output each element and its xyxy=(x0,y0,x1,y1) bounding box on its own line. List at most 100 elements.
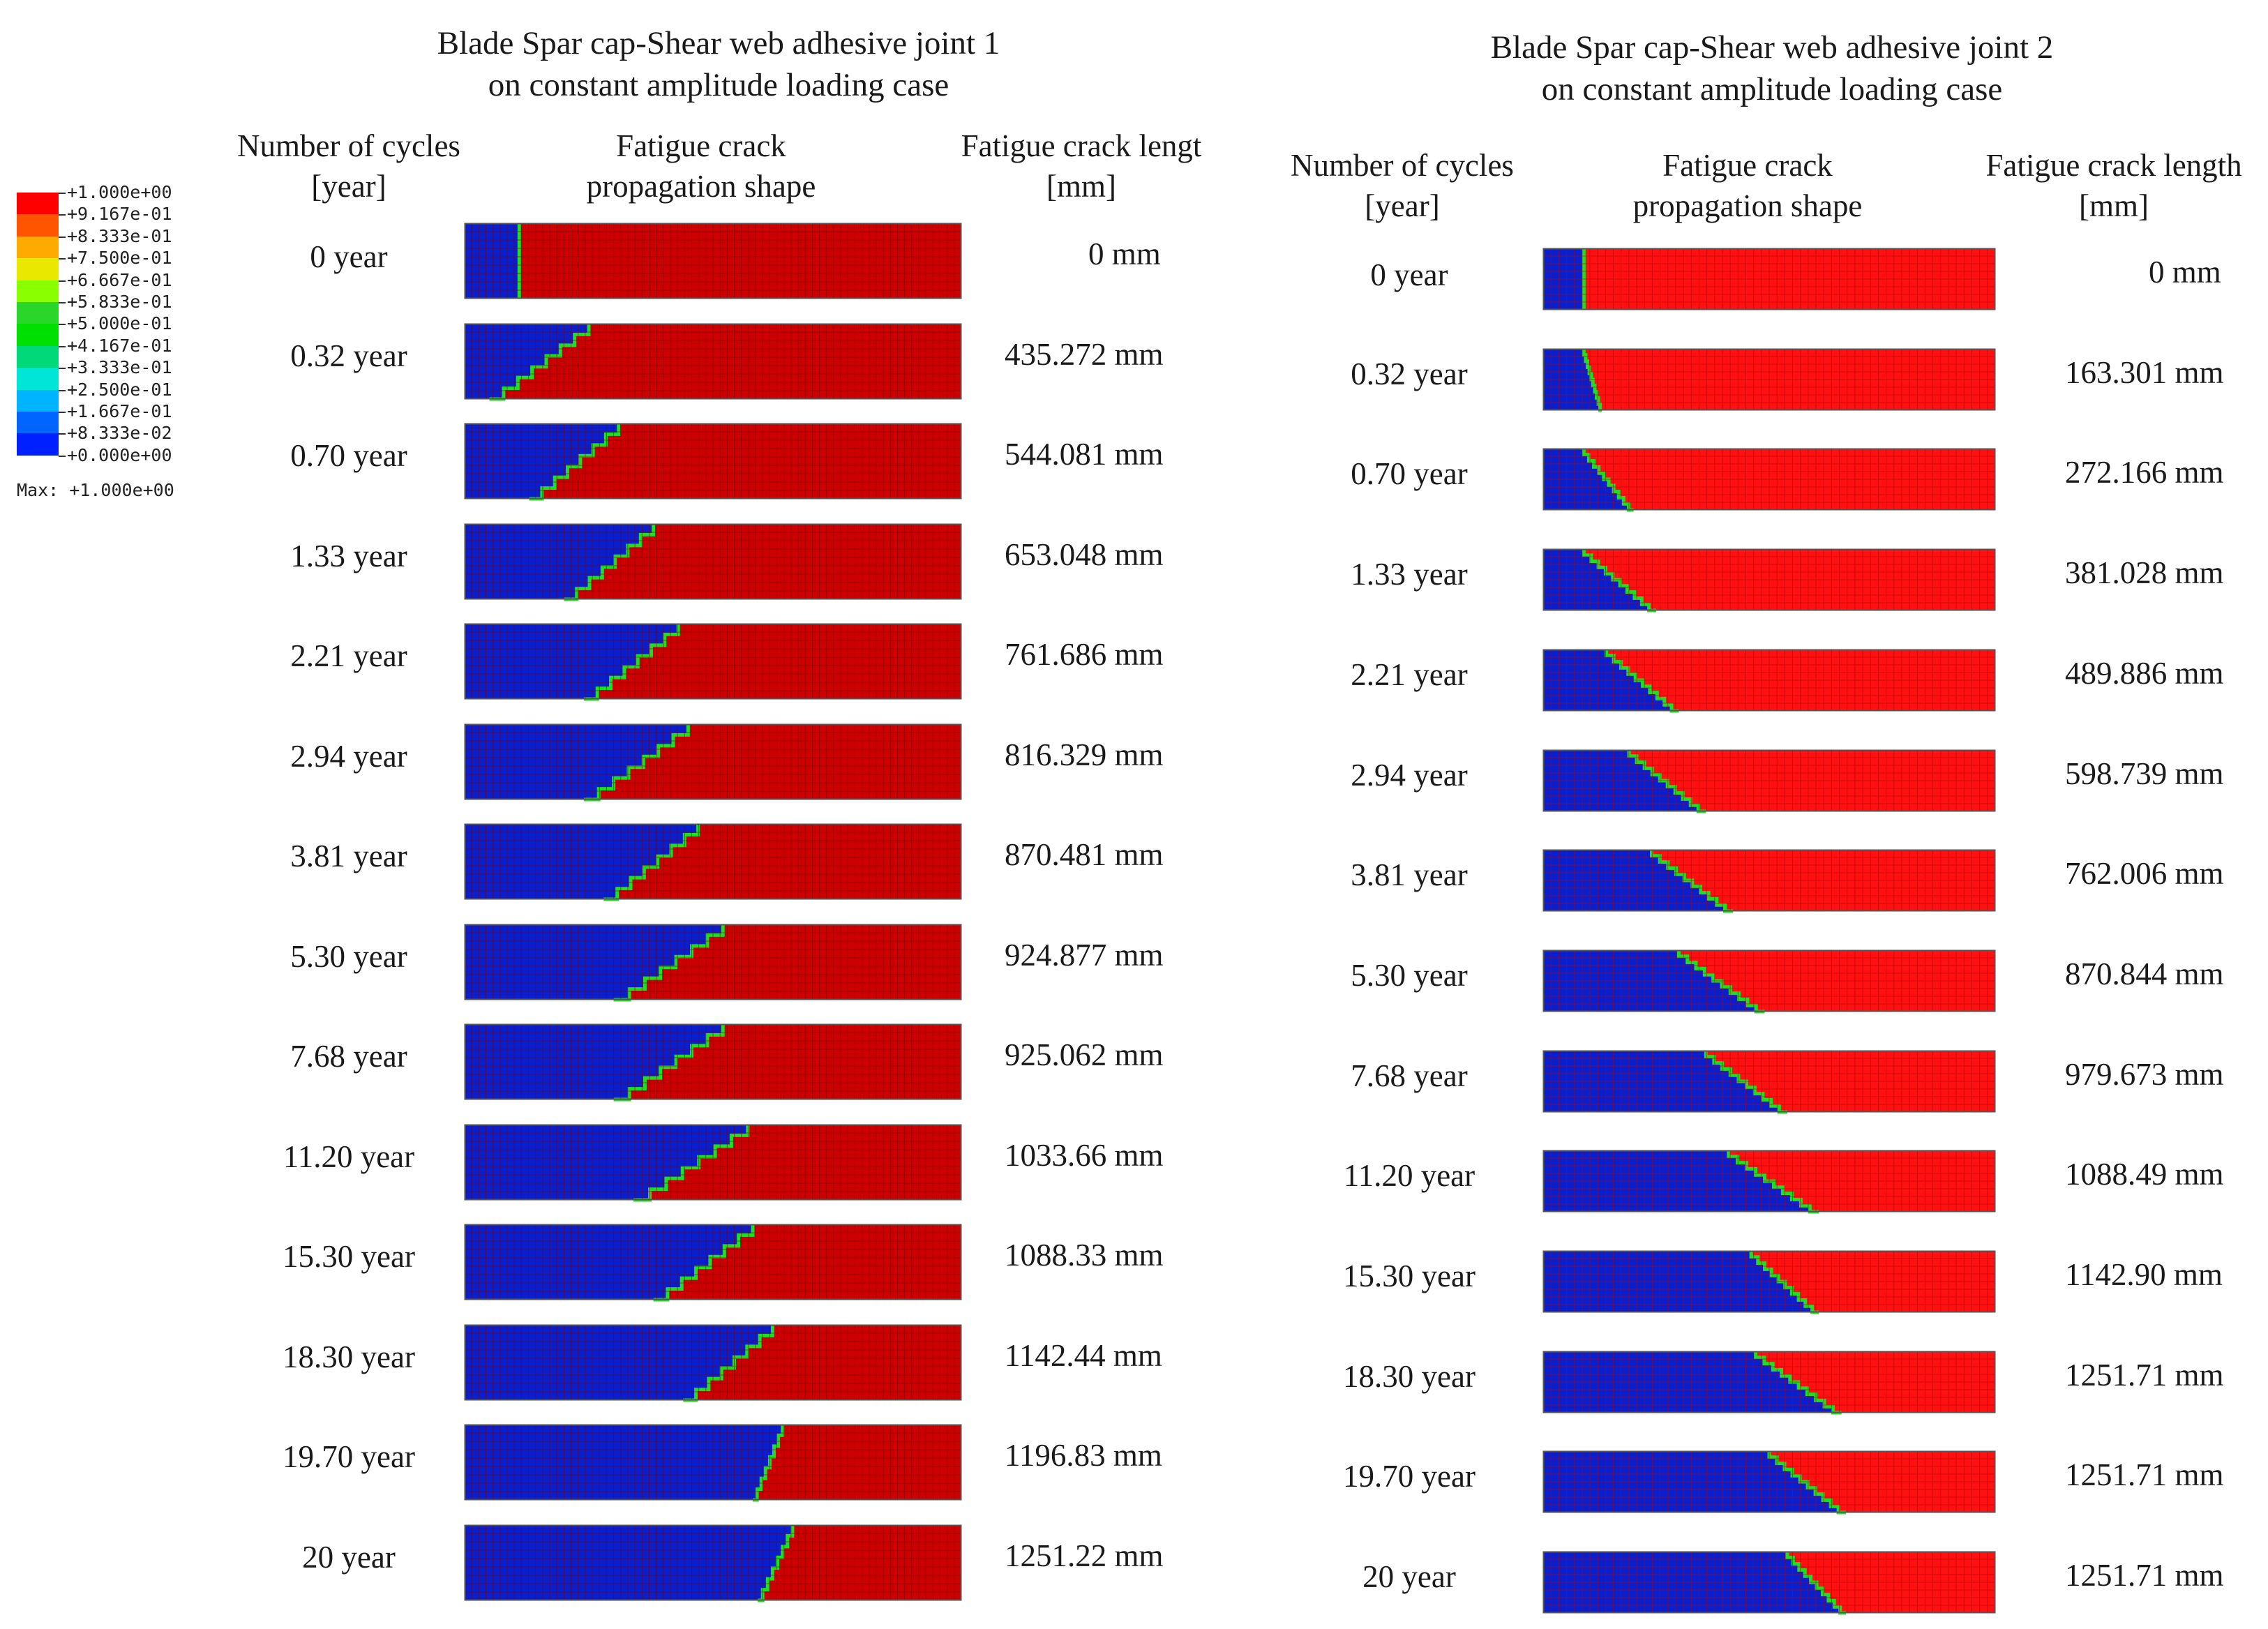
crack-length-value: 544.081 mm xyxy=(1005,437,1164,472)
crack-shape-bar xyxy=(1542,1551,1996,1615)
crack-length-value: 1196.83 mm xyxy=(1005,1438,1162,1473)
cycles-label: 15.30 year xyxy=(1343,1259,1475,1293)
crack-shape-bar xyxy=(1542,1351,1996,1415)
mesh-grid xyxy=(465,1525,961,1600)
bar-outline xyxy=(1542,1351,1996,1413)
crack-front xyxy=(583,624,680,701)
panel2-header-shape-line2: propagation shape xyxy=(1632,188,1863,223)
crack-front xyxy=(489,324,591,401)
bar-outline xyxy=(1542,1551,1996,1614)
debonded-region xyxy=(465,223,520,299)
cycles-label: 7.68 year xyxy=(290,1039,407,1074)
legend-value-label: +5.833e-01 xyxy=(67,292,172,312)
crack-shape-bar xyxy=(1542,548,1996,613)
panel2-header-cycles-line2: [year] xyxy=(1365,188,1440,223)
crack-shape-bar xyxy=(1542,1050,1996,1114)
crack-shape-bar xyxy=(464,223,962,299)
crack-length-value: 1251.71 mm xyxy=(2065,1558,2224,1593)
bar-outline xyxy=(1542,1450,1996,1513)
panel2-header-shape: Fatigue crack propagation shape xyxy=(1584,145,1912,226)
legend-max-label: Max: +1.000e+00 xyxy=(17,480,174,500)
legend-tick xyxy=(59,302,66,303)
bar-outline xyxy=(464,423,962,500)
legend-swatch xyxy=(17,433,59,456)
crack-front xyxy=(529,423,621,501)
debonded-region xyxy=(465,824,698,899)
crack-shape-bar xyxy=(1542,248,1996,310)
cycles-label: 2.94 year xyxy=(1351,758,1468,793)
legend-swatch xyxy=(17,280,59,302)
crack-length-value: 1251.22 mm xyxy=(1005,1538,1164,1573)
cycles-label: 11.20 year xyxy=(283,1139,415,1174)
cycles-label: 1.33 year xyxy=(1351,557,1468,592)
legend-tick xyxy=(59,324,66,326)
panel1-title-line1: Blade Spar cap-Shear web adhesive joint … xyxy=(437,25,1000,61)
legend-tick xyxy=(59,345,66,347)
mesh-grid xyxy=(1543,449,1995,510)
legend-tick xyxy=(59,368,66,370)
bar-outline xyxy=(464,1424,962,1501)
cycles-label: 0.32 year xyxy=(1351,356,1468,391)
bar-outline xyxy=(464,1324,962,1401)
crack-front xyxy=(613,924,725,1002)
crack-shape-bar xyxy=(464,1224,962,1302)
mesh-grid xyxy=(465,1425,961,1500)
legend-swatch xyxy=(17,302,59,324)
cycles-label: 0.70 year xyxy=(290,438,407,473)
cycles-label: 0 year xyxy=(1370,257,1448,292)
mesh-grid xyxy=(1543,248,1995,310)
legend-tick xyxy=(59,214,66,216)
panel2-header-length: Fatigue crack length [mm] xyxy=(1967,145,2260,226)
cycles-label: 11.20 year xyxy=(1343,1158,1475,1193)
legend-value-label: +1.000e+00 xyxy=(67,182,172,202)
mesh-grid xyxy=(465,1325,961,1400)
mesh-grid xyxy=(1543,1552,1995,1613)
panel1-header-length-line2: [mm] xyxy=(1046,169,1116,204)
panel1-title-line2: on constant amplitude loading case xyxy=(488,67,949,103)
panel2-title-line2: on constant amplitude loading case xyxy=(1541,71,2003,107)
panel1-header-length-line1: Fatigue crack lengt xyxy=(961,128,1202,163)
legend-tick xyxy=(59,412,66,413)
crack-length-value: 163.301 mm xyxy=(2065,355,2224,390)
crack-length-value: 598.739 mm xyxy=(2065,756,2224,791)
crack-shape-bar xyxy=(1542,749,1996,813)
crack-shape-bar xyxy=(464,1424,962,1502)
mesh-grid xyxy=(1543,850,1995,911)
legend-swatch xyxy=(17,324,59,346)
crack-shape-bar xyxy=(1542,1450,1996,1515)
panel1-header-cycles-line2: [year] xyxy=(311,169,386,204)
crack-shape-bar xyxy=(464,1023,962,1102)
bar-outline xyxy=(1542,548,1996,611)
mesh-grid xyxy=(1543,650,1995,711)
crack-length-value: 1033.66 mm xyxy=(1005,1138,1164,1173)
panel2-header-cycles-line1: Number of cycles xyxy=(1291,148,1514,183)
crack-length-value: 924.877 mm xyxy=(1005,938,1164,973)
cycles-label: 2.21 year xyxy=(290,638,407,673)
crack-length-value: 1142.44 mm xyxy=(1005,1338,1162,1373)
bar-outline xyxy=(464,1224,962,1300)
bar-outline xyxy=(464,1023,962,1100)
mesh-grid xyxy=(1543,1451,1995,1512)
crack-shape-bar xyxy=(464,924,962,1002)
legend-value-label: +8.333e-01 xyxy=(67,225,172,246)
crack-shape-bar xyxy=(464,1324,962,1402)
crack-shape-bar xyxy=(464,823,962,901)
legend-value-label: +9.167e-01 xyxy=(67,204,172,225)
legend-value-label: +8.333e-02 xyxy=(67,423,172,444)
legend-swatch xyxy=(17,193,59,215)
cycles-label: 0.70 year xyxy=(1351,456,1468,491)
crack-length-value: 816.329 mm xyxy=(1005,737,1164,772)
legend-value-label: +7.500e-01 xyxy=(67,248,172,269)
legend-tick xyxy=(59,193,66,194)
mesh-grid xyxy=(465,1224,961,1300)
mesh-grid xyxy=(465,924,961,1000)
legend-tick xyxy=(59,258,66,260)
legend-tick xyxy=(59,433,66,435)
crack-shape-bar xyxy=(464,423,962,501)
mesh-grid xyxy=(465,824,961,899)
cycles-label: 19.70 year xyxy=(1343,1459,1475,1494)
crack-length-value: 762.006 mm xyxy=(2065,856,2224,891)
panel1-header-length: Fatigue crack lengt [mm] xyxy=(935,126,1228,207)
crack-length-value: 1251.71 mm xyxy=(2065,1358,2224,1392)
panel2-title: Blade Spar cap-Shear web adhesive joint … xyxy=(1388,27,2156,110)
